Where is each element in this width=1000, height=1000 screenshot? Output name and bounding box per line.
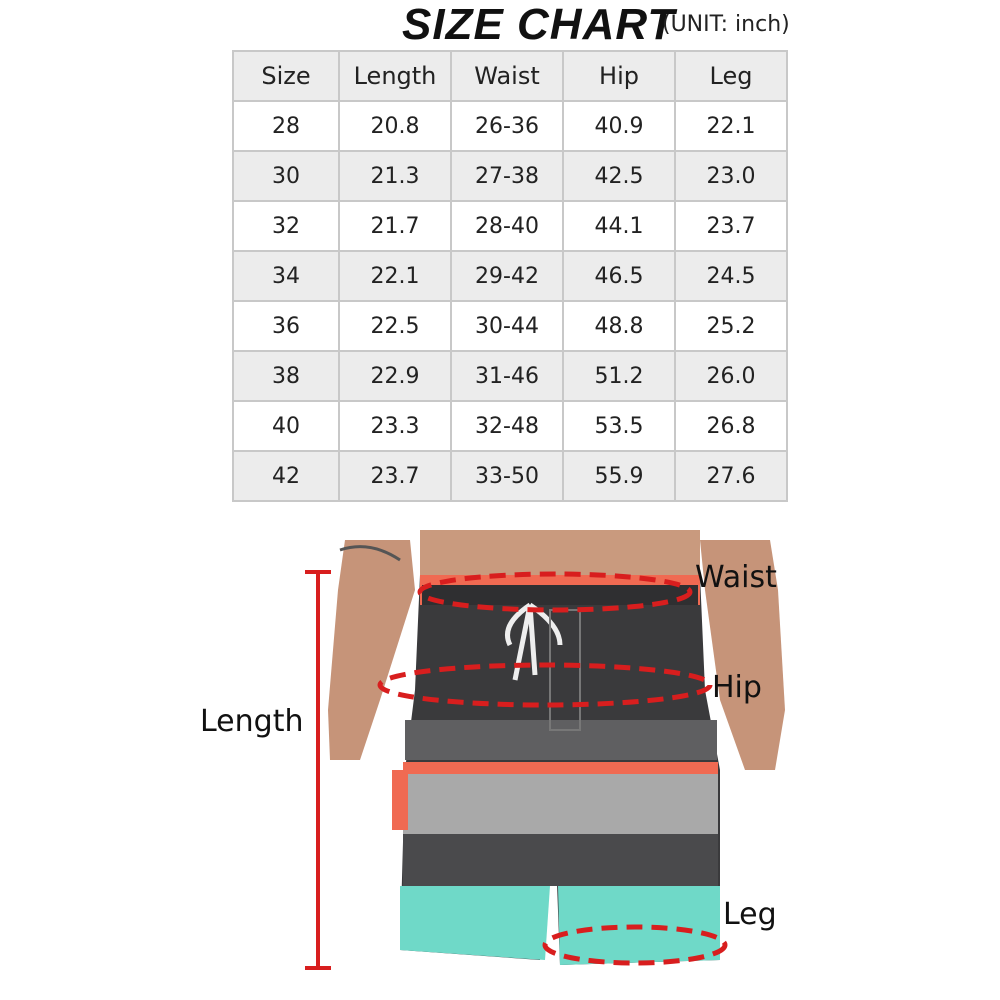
hip-label: Hip — [712, 670, 762, 705]
table-row: 36 22.5 30-44 48.8 25.2 — [232, 300, 788, 352]
table-cell: 26-36 — [450, 100, 564, 152]
table-cell: 27-38 — [450, 150, 564, 202]
table-cell: 21.7 — [338, 200, 452, 252]
table-cell: 22.9 — [338, 350, 452, 402]
table-row: 30 21.3 27-38 42.5 23.0 — [232, 150, 788, 202]
table-cell: 22.1 — [338, 250, 452, 302]
shorts-measurement-diagram — [305, 530, 785, 970]
table-cell: 34 — [232, 250, 340, 302]
size-chart-title: SIZE CHART — [402, 0, 676, 49]
leg-label: Leg — [723, 897, 777, 932]
table-cell: 32 — [232, 200, 340, 252]
table-cell: 40.9 — [562, 100, 676, 152]
table-cell: Length — [338, 50, 452, 102]
shorts — [392, 575, 720, 965]
table-cell: Size — [232, 50, 340, 102]
table-cell: 46.5 — [562, 250, 676, 302]
table-cell: 22.5 — [338, 300, 452, 352]
table-cell: 21.3 — [338, 150, 452, 202]
table-row: 40 23.3 32-48 53.5 26.8 — [232, 400, 788, 452]
table-cell: 40 — [232, 400, 340, 452]
table-cell: 23.3 — [338, 400, 452, 452]
table-cell: Leg — [674, 50, 788, 102]
table-cell: 24.5 — [674, 250, 788, 302]
size-table: Size Length Waist Hip Leg 28 20.8 26-36 40.9 22.1… — [232, 50, 788, 502]
table-cell: 29-42 — [450, 250, 564, 302]
unit-label: (UNIT: inch) — [662, 12, 790, 37]
table-header-row: Size Length Waist Hip Leg — [232, 50, 788, 102]
table-cell: 28 — [232, 100, 340, 152]
table-cell: 36 — [232, 300, 340, 352]
length-label: Length — [200, 704, 304, 739]
table-cell: 27.6 — [674, 450, 788, 502]
table-cell: 55.9 — [562, 450, 676, 502]
table-cell: 51.2 — [562, 350, 676, 402]
table-cell: Waist — [450, 50, 564, 102]
table-cell: 23.0 — [674, 150, 788, 202]
table-cell: 38 — [232, 350, 340, 402]
table-cell: 30 — [232, 150, 340, 202]
length-arrow — [305, 570, 331, 970]
table-row: 34 22.1 29-42 46.5 24.5 — [232, 250, 788, 302]
table-row: 28 20.8 26-36 40.9 22.1 — [232, 100, 788, 152]
table-cell: 26.0 — [674, 350, 788, 402]
table-cell: 31-46 — [450, 350, 564, 402]
table-cell: 33-50 — [450, 450, 564, 502]
table-row: 38 22.9 31-46 51.2 26.0 — [232, 350, 788, 402]
waist-label: Waist — [695, 560, 777, 595]
table-cell: 42 — [232, 450, 340, 502]
table-cell: 23.7 — [674, 200, 788, 252]
table-row: 42 23.7 33-50 55.9 27.6 — [232, 450, 788, 502]
table-cell: 32-48 — [450, 400, 564, 452]
table-cell: 53.5 — [562, 400, 676, 452]
table-cell: 44.1 — [562, 200, 676, 252]
table-cell: 30-44 — [450, 300, 564, 352]
table-row: 32 21.7 28-40 44.1 23.7 — [232, 200, 788, 252]
table-cell: 42.5 — [562, 150, 676, 202]
table-cell: 20.8 — [338, 100, 452, 152]
table-cell: 23.7 — [338, 450, 452, 502]
table-cell: 26.8 — [674, 400, 788, 452]
table-cell: 48.8 — [562, 300, 676, 352]
table-cell: 28-40 — [450, 200, 564, 252]
model-body — [328, 530, 785, 770]
measure-lines — [377, 571, 728, 966]
table-cell: 22.1 — [674, 100, 788, 152]
table-cell: Hip — [562, 50, 676, 102]
table-cell: 25.2 — [674, 300, 788, 352]
